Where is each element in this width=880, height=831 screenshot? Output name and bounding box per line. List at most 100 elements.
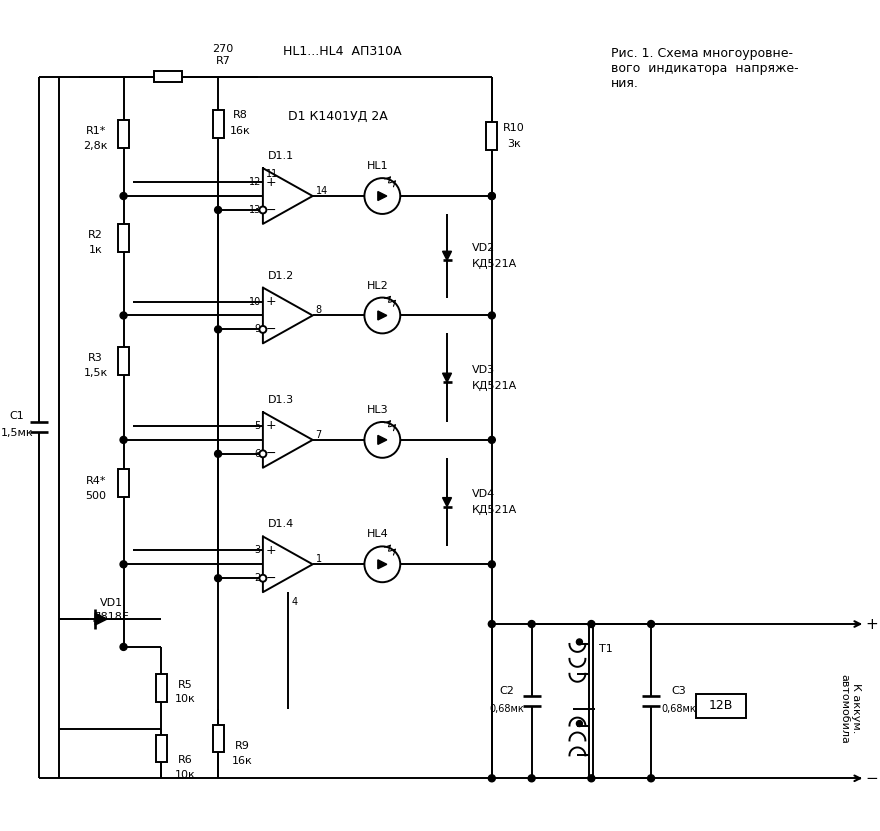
Text: 3: 3 [255, 545, 260, 555]
Bar [118, 120, 129, 148]
Text: D1.3: D1.3 [268, 395, 294, 405]
Circle shape [215, 575, 222, 582]
Text: D1.4: D1.4 [268, 519, 294, 529]
Circle shape [488, 312, 495, 319]
Text: 5: 5 [254, 421, 260, 431]
Text: 9: 9 [255, 324, 260, 334]
Polygon shape [95, 613, 107, 625]
Text: −: − [866, 771, 878, 786]
Text: HL1: HL1 [367, 161, 388, 171]
Circle shape [588, 621, 595, 627]
Text: HL3: HL3 [367, 405, 388, 415]
Text: R4*: R4* [85, 475, 106, 485]
Circle shape [488, 621, 495, 627]
Circle shape [120, 312, 127, 319]
Text: −: − [266, 572, 276, 585]
Text: 8: 8 [316, 306, 322, 316]
Text: R7: R7 [216, 56, 231, 66]
Circle shape [364, 547, 400, 583]
Text: 3к: 3к [507, 140, 521, 150]
Polygon shape [443, 498, 451, 507]
Text: +: + [266, 543, 276, 557]
Text: 7: 7 [316, 430, 322, 440]
Text: 270: 270 [212, 44, 234, 54]
Circle shape [488, 561, 495, 568]
Bar [487, 122, 497, 150]
Text: −: − [266, 447, 276, 460]
Bar [156, 735, 167, 762]
Text: VD1: VD1 [99, 598, 122, 608]
Circle shape [260, 450, 267, 457]
Text: R8: R8 [232, 111, 247, 120]
Text: Рис. 1. Схема многоуровне-
вого  индикатора  напряже-
ния.: Рис. 1. Схема многоуровне- вого индикато… [612, 47, 799, 90]
Text: +: + [266, 420, 276, 432]
Text: C2: C2 [499, 686, 514, 696]
Text: C3: C3 [671, 686, 686, 696]
Text: R5: R5 [178, 680, 193, 690]
Text: 0,68мк: 0,68мк [662, 704, 696, 714]
Text: +: + [266, 295, 276, 308]
Text: К аккум.
автомобила: К аккум. автомобила [840, 674, 861, 744]
Circle shape [576, 639, 583, 645]
Text: 1,5мк: 1,5мк [1, 429, 33, 439]
Text: D1 К1401УД 2А: D1 К1401УД 2А [288, 110, 387, 123]
Text: D1.1: D1.1 [268, 151, 294, 161]
Text: +: + [866, 617, 878, 632]
Text: R6: R6 [178, 755, 193, 765]
Text: R2: R2 [88, 230, 103, 240]
Circle shape [528, 621, 535, 627]
Circle shape [120, 561, 127, 568]
Text: HL2: HL2 [366, 281, 388, 291]
Text: 1,5к: 1,5к [84, 368, 107, 378]
Bar [118, 470, 129, 497]
Text: 12: 12 [248, 177, 260, 187]
Circle shape [488, 193, 495, 199]
Circle shape [488, 436, 495, 444]
Text: 1: 1 [316, 554, 322, 564]
Bar [213, 725, 224, 752]
Text: R10: R10 [502, 123, 524, 133]
Circle shape [215, 326, 222, 333]
Text: D1.2: D1.2 [268, 271, 294, 281]
Circle shape [588, 774, 595, 782]
Circle shape [488, 774, 495, 782]
Polygon shape [378, 192, 387, 200]
Text: T1: T1 [599, 644, 613, 654]
Text: R1*: R1* [85, 126, 106, 136]
Circle shape [528, 774, 535, 782]
Text: 13: 13 [249, 205, 260, 215]
Text: C1: C1 [10, 411, 25, 420]
Text: Д818Е: Д818Е [92, 612, 129, 622]
Text: 2: 2 [254, 573, 260, 583]
Text: 0,68мк: 0,68мк [489, 704, 524, 714]
Circle shape [260, 575, 267, 582]
Text: VD3: VD3 [472, 365, 495, 375]
Polygon shape [378, 311, 387, 320]
Circle shape [260, 326, 267, 333]
Bar [156, 674, 167, 701]
Text: 11: 11 [266, 170, 278, 179]
Text: 10к: 10к [175, 694, 195, 704]
Text: VD2: VD2 [472, 243, 495, 253]
Polygon shape [443, 373, 451, 382]
Circle shape [576, 720, 583, 726]
Bar [696, 694, 745, 718]
Text: 16к: 16к [230, 126, 251, 136]
Circle shape [364, 178, 400, 214]
Circle shape [648, 621, 655, 627]
Text: HL4: HL4 [366, 529, 388, 539]
Circle shape [120, 193, 127, 199]
Circle shape [488, 193, 495, 199]
Text: 500: 500 [85, 490, 106, 500]
Text: 14: 14 [316, 186, 328, 196]
Text: VD4: VD4 [472, 489, 495, 499]
Text: −: − [266, 204, 276, 216]
Bar [213, 110, 224, 138]
Circle shape [364, 422, 400, 458]
Text: 2,8к: 2,8к [84, 141, 108, 151]
Polygon shape [443, 251, 451, 260]
Circle shape [260, 206, 267, 214]
Circle shape [364, 297, 400, 333]
Circle shape [648, 774, 655, 782]
Text: 4: 4 [292, 597, 298, 607]
